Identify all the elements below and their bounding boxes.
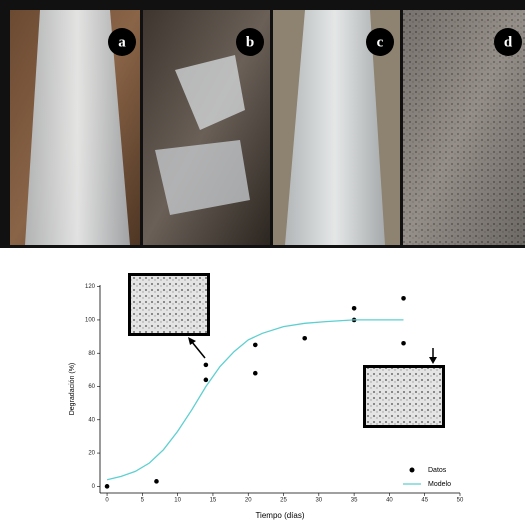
panel-label: b: [246, 34, 254, 50]
y-tick-label: 0: [92, 484, 96, 490]
y-tick-label: 80: [88, 351, 95, 357]
x-tick-label: 50: [457, 498, 464, 504]
data-point: [352, 306, 357, 311]
panel-label: c: [377, 34, 384, 50]
data-point: [302, 336, 307, 341]
y-tick-label: 40: [88, 417, 95, 423]
x-tick-label: 0: [105, 498, 109, 504]
legend-marker: [410, 468, 415, 473]
y-tick-label: 20: [88, 451, 95, 457]
x-axis-label: Tiempo (días): [255, 511, 304, 520]
legend-label: Datos: [428, 467, 447, 474]
y-axis-label: Degradación (%): [69, 363, 76, 416]
x-tick-label: 40: [386, 498, 393, 504]
x-tick-label: 35: [351, 498, 358, 504]
inset-photo: [128, 273, 445, 428]
y-tick-label: 60: [88, 384, 95, 390]
y-tick-label: 120: [85, 284, 96, 290]
y-tick-label: 100: [85, 318, 96, 324]
legend-label: Modelo: [428, 481, 451, 488]
x-tick-label: 45: [421, 498, 428, 504]
x-tick-label: 15: [210, 498, 217, 504]
data-point: [401, 296, 406, 301]
panel-label: a: [118, 34, 126, 50]
data-point: [154, 479, 159, 484]
data-point: [253, 343, 258, 348]
figure: a b c d 0 5 10 15 20 25 30 35 40 45 50 0 20 40 60 80 100 120…: [0, 0, 525, 521]
x-tick-label: 25: [280, 498, 287, 504]
data-point: [204, 363, 209, 368]
data-point: [253, 371, 258, 376]
data-point: [401, 341, 406, 346]
data-point: [105, 484, 110, 489]
x-tick-label: 20: [245, 498, 252, 504]
panel-label: d: [504, 34, 513, 50]
x-tick-label: 5: [141, 498, 145, 504]
x-tick-label: 10: [174, 498, 181, 504]
x-tick-label: 30: [315, 498, 322, 504]
data-point: [204, 378, 209, 383]
